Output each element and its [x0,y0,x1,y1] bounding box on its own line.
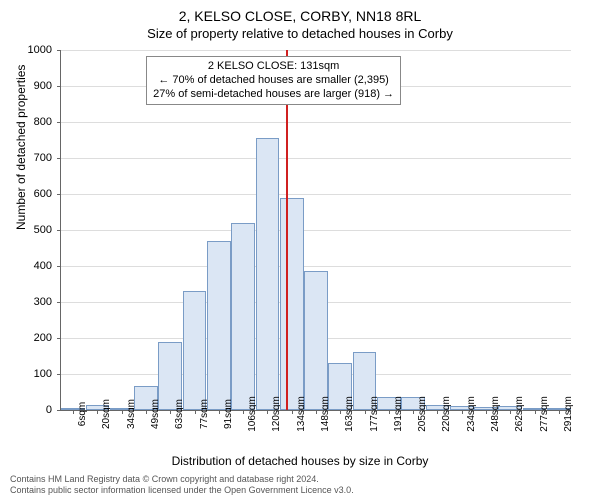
ytick-label: 100 [0,368,52,380]
ytick-label: 200 [0,332,52,344]
xtick-mark [340,410,341,414]
ytick-label: 500 [0,224,52,236]
xtick-label: 291sqm [563,396,574,432]
xtick-label: 262sqm [514,396,525,432]
ytick-label: 700 [0,152,52,164]
annotation-line: 27% of semi-detached houses are larger (… [153,88,394,102]
ytick-mark [57,410,61,411]
histogram-bar [280,198,304,410]
annotation-line: ← 70% of detached houses are smaller (2,… [153,74,394,88]
ytick-mark [57,122,61,123]
xtick-label: 248sqm [490,396,501,432]
ytick-label: 600 [0,188,52,200]
gridline [61,230,571,231]
x-axis-label: Distribution of detached houses by size … [0,454,600,468]
ytick-label: 0 [0,404,52,416]
credit-line-1: Contains HM Land Registry data © Crown c… [10,474,354,485]
gridline [61,194,571,195]
xtick-mark [559,410,560,414]
ytick-label: 1000 [0,44,52,56]
page-title: 2, KELSO CLOSE, CORBY, NN18 8RL [0,0,600,24]
ytick-mark [57,338,61,339]
gridline [61,122,571,123]
ytick-mark [57,158,61,159]
xtick-mark [195,410,196,414]
xtick-mark [486,410,487,414]
gridline [61,158,571,159]
xtick-mark [170,410,171,414]
annotation-line: 2 KELSO CLOSE: 131sqm [153,60,394,74]
xtick-mark [365,410,366,414]
xtick-mark [146,410,147,414]
ytick-mark [57,86,61,87]
ytick-label: 900 [0,80,52,92]
ytick-label: 300 [0,296,52,308]
histogram-bar [256,138,280,410]
ytick-mark [57,194,61,195]
histogram-bar [207,241,231,410]
ytick-mark [57,302,61,303]
gridline [61,50,571,51]
credit-text: Contains HM Land Registry data © Crown c… [10,474,354,496]
xtick-mark [413,410,414,414]
xtick-mark [510,410,511,414]
xtick-mark [267,410,268,414]
xtick-mark [437,410,438,414]
xtick-mark [122,410,123,414]
annotation-box: 2 KELSO CLOSE: 131sqm← 70% of detached h… [146,56,401,105]
xtick-mark [389,410,390,414]
xtick-mark [97,410,98,414]
xtick-label: 277sqm [539,396,550,432]
ytick-mark [57,266,61,267]
xtick-label: 205sqm [417,396,428,432]
xtick-mark [462,410,463,414]
ytick-label: 400 [0,260,52,272]
ytick-mark [57,230,61,231]
xtick-mark [535,410,536,414]
xtick-label: 220sqm [441,396,452,432]
xtick-mark [316,410,317,414]
ytick-mark [57,374,61,375]
gridline [61,266,571,267]
xtick-mark [219,410,220,414]
histogram-chart: 6sqm20sqm34sqm49sqm63sqm77sqm91sqm106sqm… [60,50,571,411]
ytick-label: 800 [0,116,52,128]
histogram-bar [231,223,255,410]
histogram-bar [183,291,207,410]
ytick-mark [57,50,61,51]
xtick-label: 20sqm [101,399,112,429]
xtick-mark [243,410,244,414]
page-subtitle: Size of property relative to detached ho… [0,24,600,41]
credit-line-2: Contains public sector information licen… [10,485,354,496]
xtick-label: 234sqm [466,396,477,432]
histogram-bar [304,271,328,410]
xtick-mark [73,410,74,414]
xtick-mark [292,410,293,414]
